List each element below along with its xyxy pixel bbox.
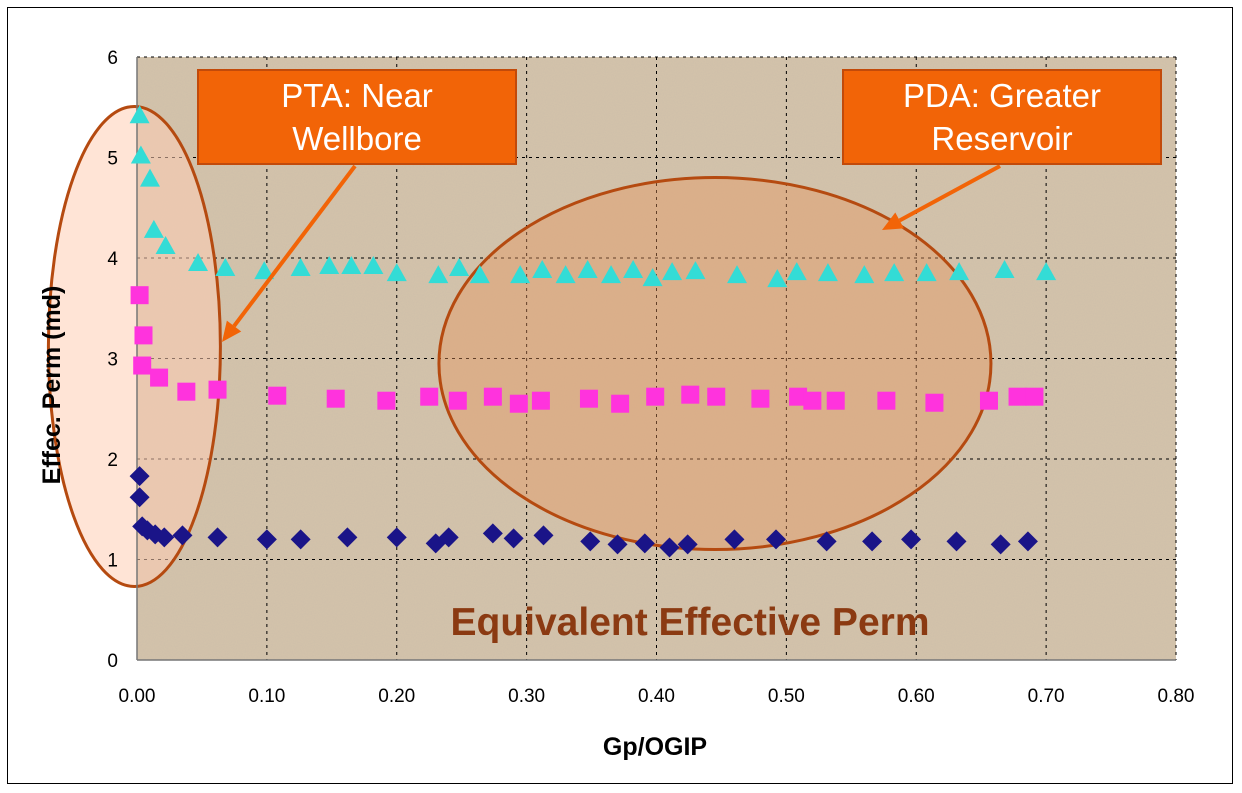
square-point [1009, 388, 1027, 406]
y-tick-label: 0 [107, 651, 118, 672]
square-point [268, 387, 286, 405]
pta-callout-line-1: PTA: Near [281, 77, 433, 114]
square-point [532, 392, 550, 410]
square-point [925, 394, 943, 412]
square-point [449, 392, 467, 410]
square-point [707, 388, 725, 406]
square-point [980, 392, 998, 410]
x-tick-label: 0.70 [1028, 686, 1065, 707]
square-point [327, 390, 345, 408]
x-tick-label: 0.00 [119, 686, 156, 707]
square-point [484, 388, 502, 406]
scatter-chart: 0.00 0.10 0.20 0.30 0.40 0.50 0.60 0.70 0.80 0 1 2… [0, 0, 1242, 793]
pda-ellipse [439, 178, 991, 550]
square-point [150, 369, 168, 387]
pta-callout-line-2: Wellbore [292, 120, 422, 157]
x-axis-title: Gp/OGIP [603, 733, 707, 761]
y-tick-label: 6 [107, 48, 118, 69]
x-tick-label: 0.60 [898, 686, 935, 707]
x-tick-label: 0.20 [378, 686, 415, 707]
y-tick-label: 3 [107, 350, 118, 371]
square-point [751, 390, 769, 408]
square-point [510, 395, 528, 413]
x-tick-label: 0.80 [1158, 686, 1195, 707]
square-point [177, 383, 195, 401]
y-tick-label: 5 [107, 149, 118, 170]
y-tick-label: 1 [107, 551, 118, 572]
square-point [877, 392, 895, 410]
y-tick-label: 4 [107, 249, 118, 270]
square-point [131, 286, 149, 304]
square-point [1025, 388, 1043, 406]
square-point [209, 381, 227, 399]
square-point [133, 357, 151, 375]
x-tick-label: 0.30 [508, 686, 545, 707]
square-point [377, 392, 395, 410]
pda-callout-line-2: Reservoir [931, 120, 1072, 157]
y-axis-title: Effec. Perm (md) [38, 286, 66, 485]
x-axis-tick-labels: 0.00 0.10 0.20 0.30 0.40 0.50 0.60 0.70 0.80 [119, 686, 1195, 707]
pta-ellipse [48, 106, 220, 586]
square-point [580, 390, 598, 408]
square-point [611, 395, 629, 413]
pda-callout-line-1: PDA: Greater [903, 77, 1101, 114]
square-point [420, 388, 438, 406]
x-tick-label: 0.40 [638, 686, 675, 707]
square-point [681, 386, 699, 404]
square-point [646, 388, 664, 406]
square-point [134, 326, 152, 344]
chart-title: Equivalent Effective Perm [450, 601, 929, 644]
square-point [803, 392, 821, 410]
x-tick-label: 0.50 [768, 686, 805, 707]
square-point [827, 392, 845, 410]
x-tick-label: 0.10 [248, 686, 285, 707]
y-tick-label: 2 [107, 450, 118, 471]
